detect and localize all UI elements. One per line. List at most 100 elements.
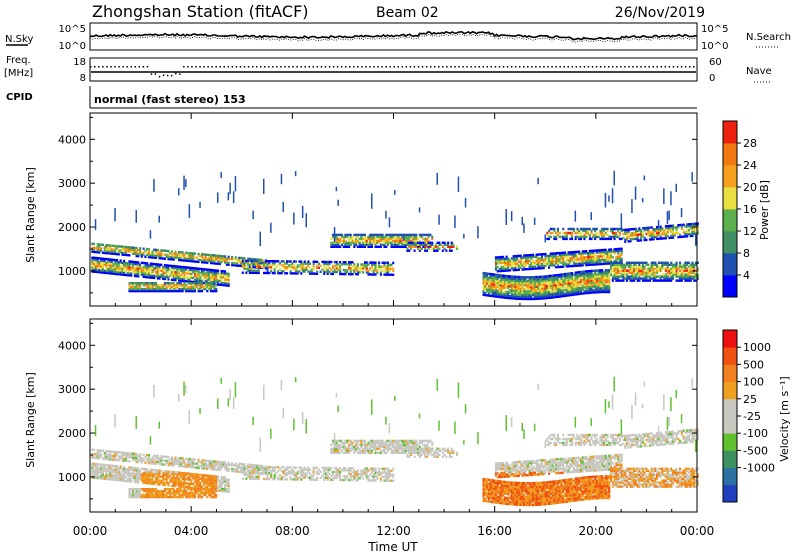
power-cell <box>553 236 555 238</box>
power-cell <box>167 282 169 284</box>
nave-point <box>175 73 177 75</box>
power-cell <box>249 258 251 260</box>
power-cell <box>679 270 681 272</box>
power-cell <box>341 263 343 265</box>
power-cell <box>311 269 313 271</box>
power-cell <box>614 232 616 234</box>
nave-tick-bottom: 0 <box>709 73 715 84</box>
power-cell <box>635 273 637 275</box>
power-cell <box>336 261 338 263</box>
velocity-cell <box>173 488 175 490</box>
nave-point <box>487 66 489 68</box>
power-cell <box>412 242 414 244</box>
power-cell <box>392 268 394 270</box>
velocity-cell <box>150 478 152 480</box>
power-cell <box>274 260 276 262</box>
power-cell <box>141 262 143 264</box>
power-cell <box>180 274 182 276</box>
power-cell <box>334 269 336 271</box>
power-cell <box>371 273 373 275</box>
nave-point <box>248 66 250 68</box>
nave-point <box>495 66 497 68</box>
power-cell <box>543 253 545 255</box>
power-cell <box>114 259 116 261</box>
power-cell <box>679 234 681 236</box>
power-cell <box>679 224 681 226</box>
power-cell <box>575 263 577 265</box>
power-cell <box>153 282 155 284</box>
power-cell <box>240 261 242 263</box>
nave-point <box>147 66 149 68</box>
velocity-cell <box>167 470 169 472</box>
velocity-cell <box>155 477 157 479</box>
power-cell <box>578 271 580 273</box>
power-cell <box>228 192 230 200</box>
power-cell <box>198 253 200 255</box>
power-cell <box>362 238 364 240</box>
power-cell <box>320 271 322 273</box>
power-cell <box>688 270 690 272</box>
power-cell <box>125 246 127 248</box>
nave-point <box>369 66 371 68</box>
power-cell <box>178 188 180 195</box>
nave-point <box>620 66 622 68</box>
power-cell <box>215 255 217 257</box>
colorbar-segment <box>723 143 737 165</box>
power-cell <box>557 228 559 230</box>
velocity-cell <box>132 467 134 469</box>
power-cell <box>419 242 421 244</box>
power-cell <box>619 228 621 230</box>
power-cell <box>506 275 508 277</box>
velocity-cell <box>118 451 120 453</box>
velocity-cell <box>123 466 125 468</box>
power-cell <box>674 264 676 266</box>
power-cell <box>383 270 385 272</box>
nave-point <box>171 75 173 77</box>
power-cell <box>619 254 621 256</box>
power-cell <box>113 269 115 271</box>
power-cell <box>148 248 150 250</box>
power-cell <box>136 210 138 223</box>
power-cell <box>203 282 205 284</box>
velocity-cell <box>146 468 148 470</box>
power-cell <box>628 228 630 230</box>
velocity-cell <box>143 468 145 470</box>
power-cell <box>645 270 647 272</box>
power-cell <box>139 247 141 249</box>
power-cell <box>162 249 164 251</box>
power-cell <box>633 262 635 264</box>
power-cell <box>658 262 660 264</box>
power-cell <box>143 252 145 254</box>
power-cell <box>371 261 373 263</box>
power-cell <box>417 248 419 250</box>
power-cell <box>143 266 145 268</box>
power-cell <box>155 263 157 265</box>
nave-point <box>284 66 286 68</box>
power-cell <box>153 267 155 269</box>
power-cell <box>95 247 97 249</box>
nave-point <box>398 66 400 68</box>
power-cell <box>670 191 672 205</box>
power-cell <box>603 249 605 251</box>
power-cell <box>638 233 640 235</box>
nsky-label: N.Sky <box>5 34 33 45</box>
power-cell <box>382 234 384 236</box>
power-cell <box>502 292 504 294</box>
power-cell <box>153 179 155 192</box>
power-cell <box>537 276 539 278</box>
power-cell <box>483 272 485 274</box>
power-cell <box>105 244 107 246</box>
power-cell <box>422 242 424 244</box>
velocity-cell <box>162 459 164 461</box>
power-cell <box>173 282 175 284</box>
velocity-cell <box>150 488 152 490</box>
nave-point <box>195 66 197 68</box>
power-cell <box>141 288 143 290</box>
velocity-cell <box>125 480 127 482</box>
velocity-cell <box>153 473 155 475</box>
nave-point <box>114 66 116 68</box>
power-cell <box>640 229 642 231</box>
power-cell <box>406 244 408 246</box>
nave-point <box>462 66 464 68</box>
power-cell <box>518 265 520 267</box>
